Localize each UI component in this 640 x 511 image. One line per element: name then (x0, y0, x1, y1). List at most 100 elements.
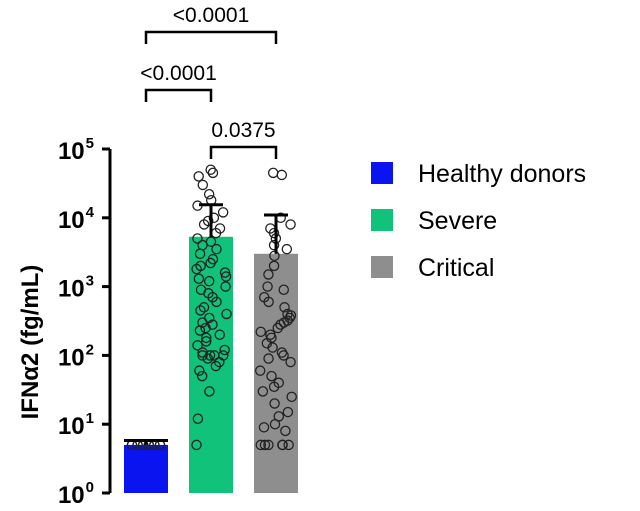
y-tick-label: 101 (58, 410, 94, 440)
data-point (268, 227, 280, 239)
data-point (276, 347, 288, 358)
significance-bracket (209, 145, 278, 159)
y-axis-label-group: IFNα2 (fg/mL) (17, 265, 44, 420)
legend: Healthy donors Severe Critical (371, 160, 586, 282)
legend-label: Severe (418, 207, 497, 235)
data-point (198, 219, 210, 230)
data-point (278, 350, 289, 361)
data-point (219, 267, 231, 278)
y-tick-base: 10 (58, 138, 85, 165)
data-point (195, 305, 206, 316)
data-point (263, 353, 274, 364)
data-point (263, 296, 274, 308)
data-point (194, 325, 206, 336)
data-point (220, 281, 231, 292)
data-point (279, 302, 290, 313)
y-axis-label: IFNα2 (fg/mL) (17, 265, 44, 420)
data-point (192, 340, 203, 351)
legend-swatch (371, 162, 393, 184)
data-point (194, 248, 206, 260)
data-point (269, 250, 280, 262)
data-point (285, 356, 296, 368)
y-tick-exponent: 2 (86, 341, 94, 358)
legend-swatch (371, 256, 393, 278)
data-point (267, 167, 279, 179)
error-bars (124, 203, 288, 445)
data-point (257, 386, 269, 397)
data-point (266, 370, 277, 382)
data-point (209, 350, 220, 361)
data-point (197, 179, 209, 191)
data-point (217, 207, 229, 218)
data-point (193, 273, 205, 285)
data-point (258, 422, 270, 433)
data-point (205, 257, 216, 269)
significance-bracket (144, 30, 278, 44)
data-point (203, 275, 215, 287)
data-point (221, 308, 232, 320)
bar-healthy-donors (124, 444, 168, 493)
data-point (283, 439, 294, 451)
data-point (197, 350, 208, 361)
data-point (269, 418, 281, 430)
data-point (272, 322, 283, 334)
data-point (254, 365, 266, 376)
data-point (281, 243, 293, 255)
data-point (285, 219, 296, 230)
data-point (268, 381, 280, 393)
data-point (204, 386, 215, 397)
y-tick-label: 102 (58, 341, 94, 371)
data-point (207, 319, 218, 330)
legend-swatch (371, 209, 393, 231)
significance-bracket (144, 88, 213, 102)
data-point (214, 329, 225, 340)
data-point (278, 284, 290, 295)
data-point (211, 243, 222, 255)
data-point (200, 322, 211, 334)
data-point (207, 167, 219, 179)
significance-label: 0.0375 (211, 119, 275, 142)
y-tick-base: 10 (58, 482, 85, 509)
data-point (259, 439, 271, 451)
data-point (255, 326, 267, 338)
y-tick-base: 10 (58, 344, 85, 371)
data-point (263, 269, 274, 280)
data-point (282, 406, 294, 418)
significance-label: <0.0001 (140, 62, 217, 85)
data-point (192, 413, 204, 425)
y-tick-exponent: 3 (86, 273, 94, 290)
y-tick-exponent: 1 (86, 410, 94, 427)
data-point (285, 310, 297, 321)
significance-brackets: <0.0001 <0.0001 0.0375 (140, 4, 278, 159)
data-point (198, 302, 210, 313)
data-point (204, 350, 216, 361)
data-point (262, 281, 273, 292)
y-tick-label: 100 (58, 479, 94, 509)
data-point (268, 239, 280, 251)
data-point (193, 171, 204, 182)
data-point (205, 164, 216, 175)
data-point (280, 425, 291, 437)
data-point (255, 439, 267, 451)
data-point (191, 263, 202, 275)
data-point (197, 347, 208, 358)
data-point (208, 212, 220, 224)
data-point (263, 439, 274, 451)
data-point (201, 332, 212, 344)
data-point (275, 319, 286, 330)
y-tick-exponent: 5 (86, 135, 94, 152)
y-tick-label: 103 (58, 273, 94, 303)
data-point (211, 296, 222, 308)
legend-label: Healthy donors (418, 160, 586, 188)
data-point (210, 360, 222, 372)
y-tick-base: 10 (58, 413, 85, 440)
y-tick-exponent: 0 (86, 479, 94, 496)
data-point (192, 233, 203, 244)
y-tick-exponent: 4 (86, 204, 95, 221)
legend-label: Critical (418, 254, 494, 282)
data-point (219, 344, 230, 356)
data-point (196, 370, 208, 382)
data-point (194, 365, 205, 376)
